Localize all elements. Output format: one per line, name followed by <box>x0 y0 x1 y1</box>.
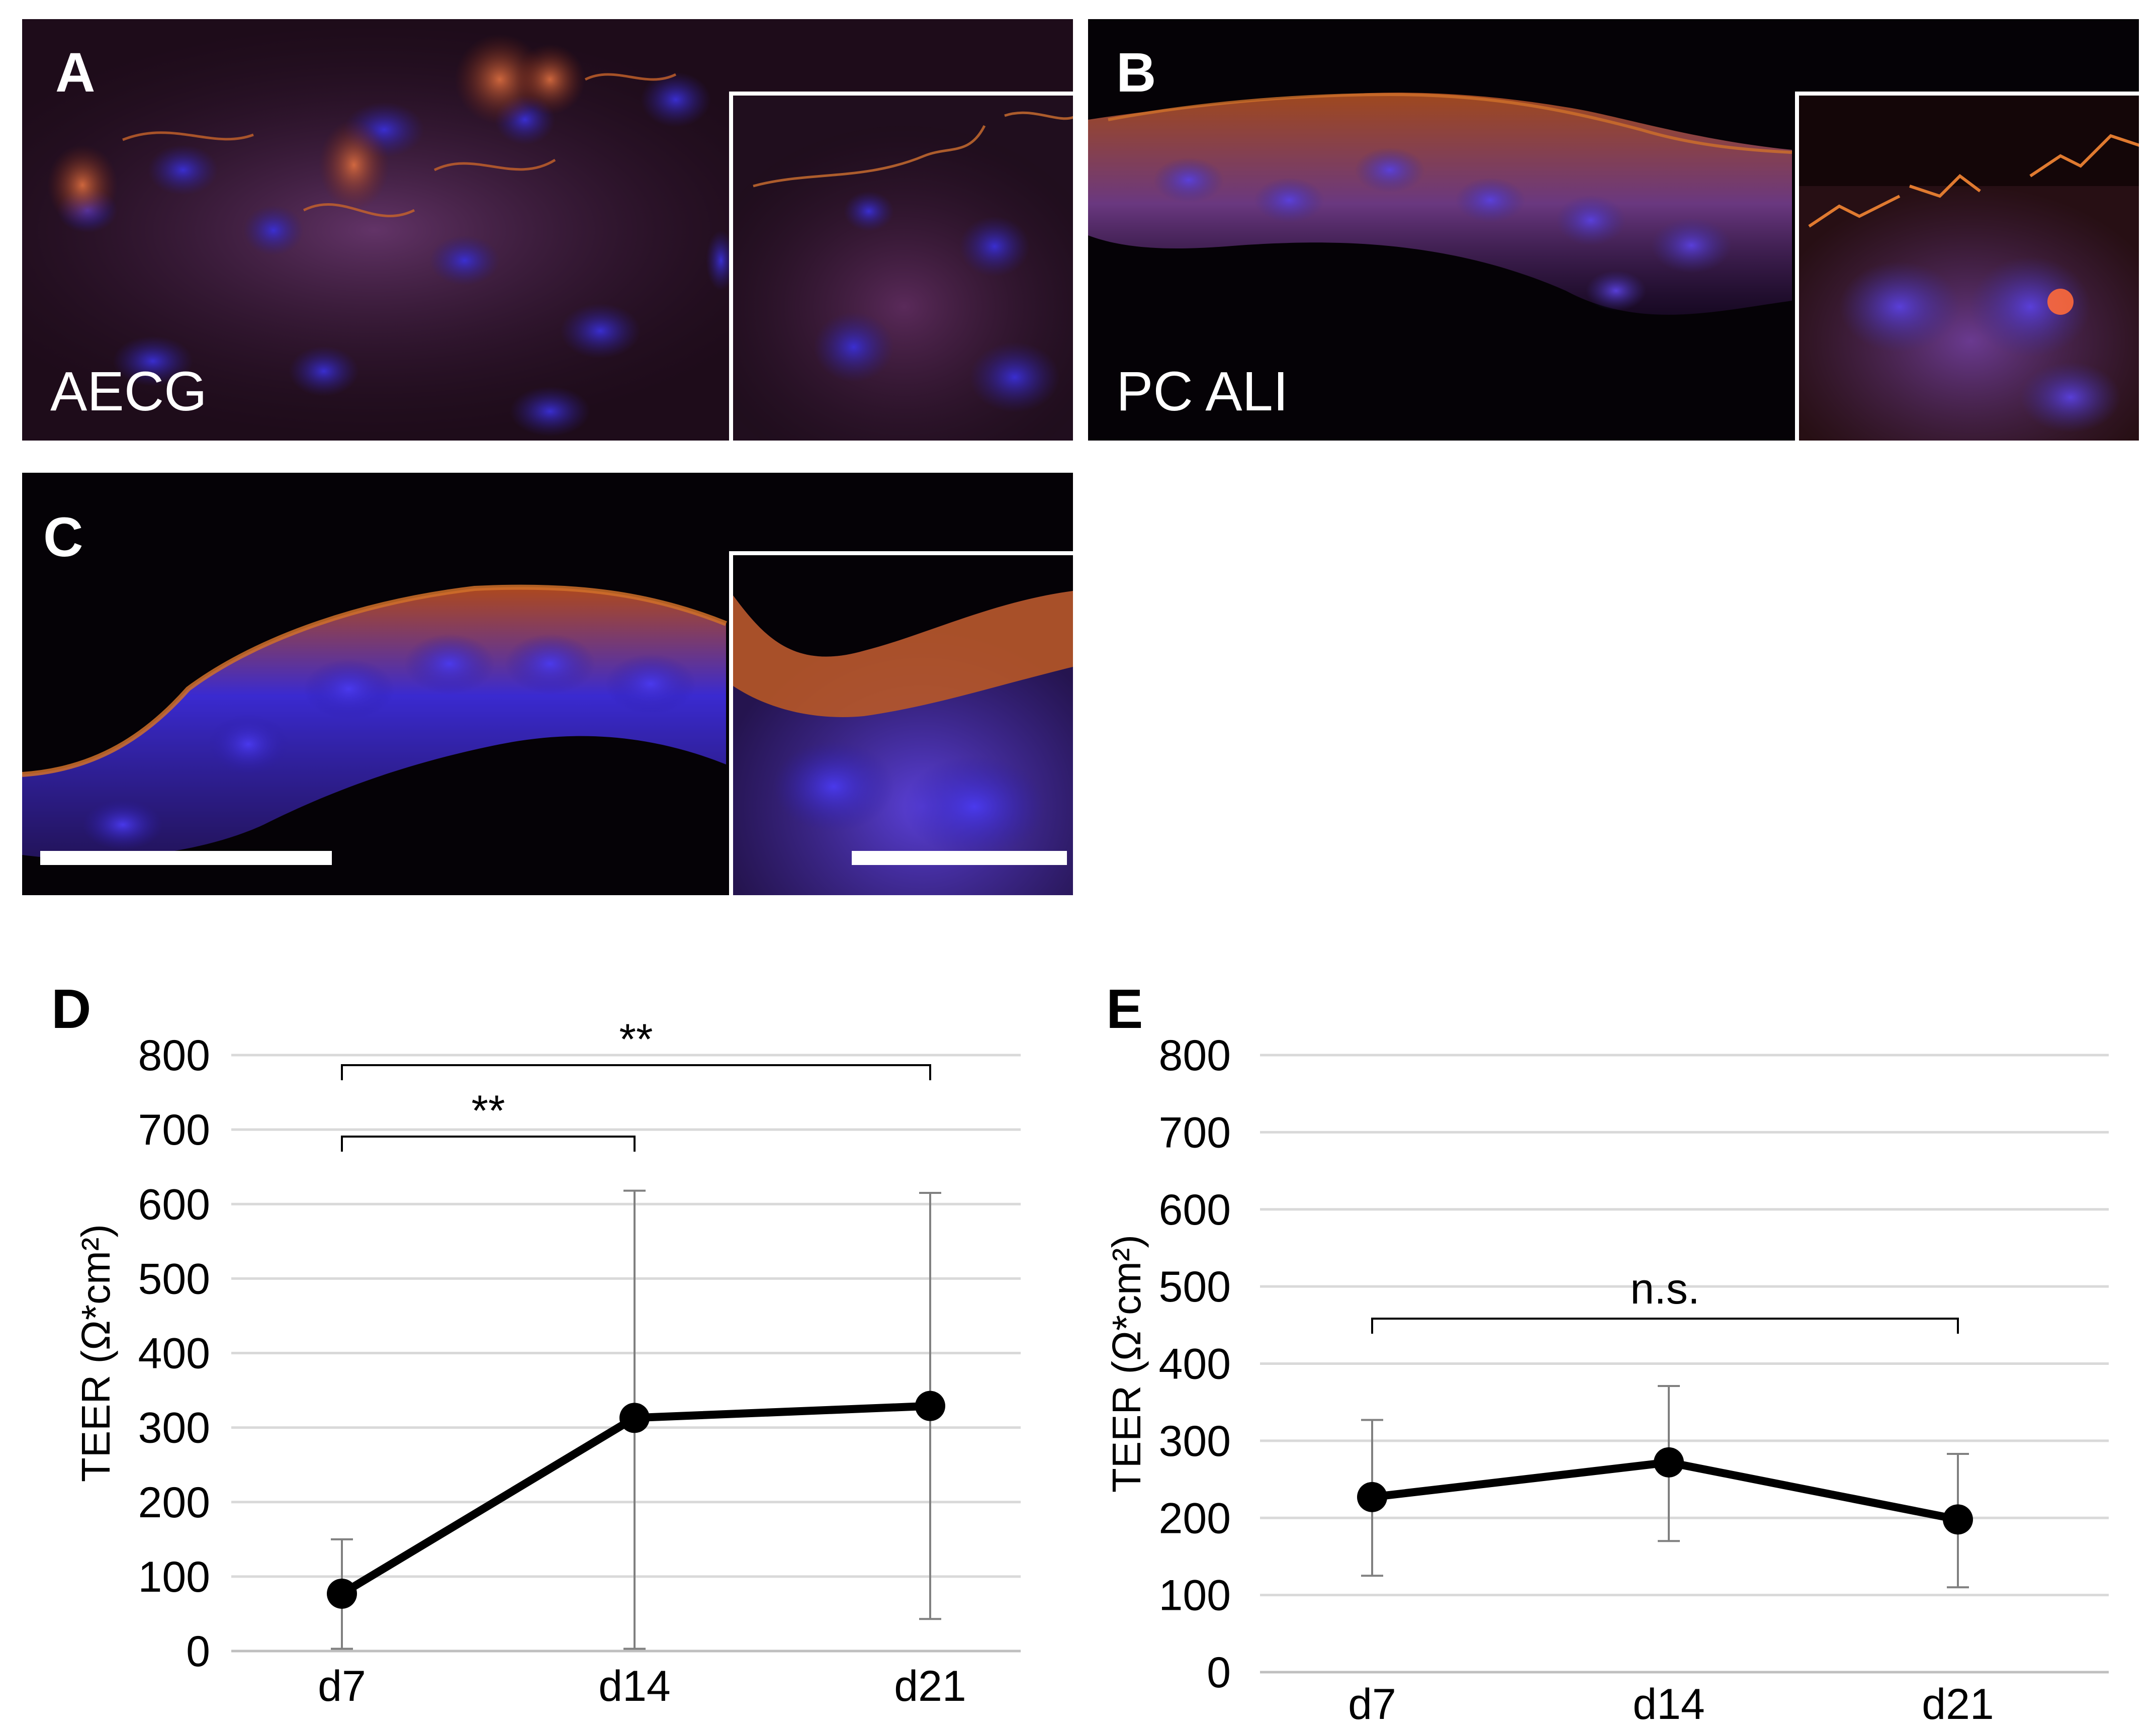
significance-label: ** <box>472 1087 505 1135</box>
y-tick-label: 400 <box>1159 1340 1231 1389</box>
significance-bracket <box>341 1064 931 1080</box>
y-tick-label: 500 <box>1159 1263 1231 1311</box>
y-tick-label: 700 <box>138 1106 211 1154</box>
panel-caption-aecg: AECG <box>50 361 207 422</box>
micrograph-panel-c: C <box>22 473 1073 895</box>
y-tick-label: 100 <box>1159 1572 1231 1620</box>
y-tick-label: 700 <box>1159 1108 1231 1157</box>
micrograph-a-inset <box>729 92 1073 441</box>
micrograph-b-inset <box>1795 92 2139 441</box>
scale-bar-inset <box>852 851 1067 865</box>
y-tick-label: 300 <box>1159 1417 1231 1465</box>
significance-bracket <box>1371 1318 1959 1334</box>
y-tick-label: 500 <box>138 1255 211 1303</box>
y-tick-label: 200 <box>1159 1494 1231 1542</box>
y-tick-label: 200 <box>138 1479 211 1527</box>
teer-chart-e: 0 100 200 300 400 500 600 700 800 TEER (Ω*cm²) d7 d… <box>1104 1031 2109 1728</box>
data-point <box>1357 1482 1387 1512</box>
micrograph-panel-a: A AECG <box>22 19 1073 441</box>
x-tick-label: d14 <box>1633 1680 1705 1728</box>
data-point <box>915 1391 945 1421</box>
x-tick-label: d14 <box>598 1662 671 1710</box>
scale-bar-main <box>40 851 332 865</box>
y-tick-label: 800 <box>1159 1031 1231 1080</box>
y-tick-label: 300 <box>138 1404 211 1452</box>
y-tick-label: 600 <box>138 1180 211 1229</box>
y-tick-label: 100 <box>138 1553 211 1601</box>
y-tick-label: 400 <box>138 1330 211 1378</box>
panel-letter-e: E <box>1106 978 1143 1040</box>
y-axis-title: TEER (Ω*cm²) <box>73 1224 118 1482</box>
x-tick-label: d7 <box>1348 1680 1396 1728</box>
x-tick-label: d21 <box>1922 1680 1994 1728</box>
teer-chart-d: 0 100 200 300 400 500 600 700 800 TEER (Ω*cm²) d7 d… <box>73 1015 1021 1710</box>
significance-label: ** <box>619 1015 653 1064</box>
data-point <box>1654 1447 1684 1478</box>
micrograph-panel-b: B PC ALI <box>1088 19 2139 441</box>
significance-label: n.s. <box>1630 1265 1700 1313</box>
y-axis-title: TEER (Ω*cm²) <box>1104 1235 1149 1493</box>
y-tick-label: 800 <box>138 1031 211 1080</box>
panel-letter-d: D <box>51 978 92 1040</box>
series-line <box>339 1402 931 1597</box>
data-point <box>1943 1504 1973 1535</box>
x-tick-label: d21 <box>894 1662 966 1710</box>
significance-bracket <box>341 1136 636 1152</box>
panel-letter-a: A <box>55 42 96 104</box>
y-tick-label: 0 <box>1207 1649 1231 1697</box>
panel-caption-pc-ali: PC ALI <box>1116 361 1289 422</box>
data-point <box>327 1578 357 1609</box>
panel-letter-b: B <box>1116 42 1156 104</box>
x-tick-label: d7 <box>318 1662 366 1710</box>
micrograph-c-inset <box>729 551 1073 895</box>
panel-letter-c: C <box>43 506 83 568</box>
y-tick-label: 600 <box>1159 1186 1231 1234</box>
y-tick-label: 0 <box>186 1627 210 1676</box>
data-point <box>619 1403 650 1433</box>
